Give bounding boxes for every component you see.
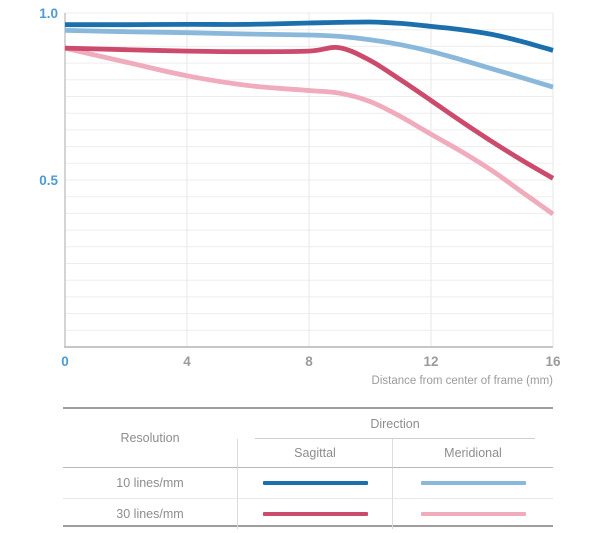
y-tick-label: 0.5: [39, 173, 58, 188]
x-axis-title: Distance from center of frame (mm): [372, 375, 554, 387]
legend-cell: [237, 468, 392, 499]
legend-swatch-10-meridional: [420, 481, 526, 485]
curve-meridional-10: [64, 28, 554, 90]
x-tick-label: 12: [423, 354, 438, 369]
legend-swatch-30-meridional: [420, 512, 526, 516]
x-tick-label: 0: [61, 354, 69, 369]
legend-table: Resolution Direction Sagittal Meridional…: [63, 407, 553, 529]
legend-cell: [237, 499, 392, 529]
direction-header: Direction: [255, 409, 535, 439]
curve-meridional-30: [64, 45, 555, 217]
legend-swatch-30-sagittal: [262, 512, 368, 516]
legend-cell: [392, 468, 553, 499]
sagittal-header: Sagittal: [237, 439, 392, 468]
row-label-10-lines: 10 lines/mm: [63, 468, 237, 499]
resolution-header: Resolution: [63, 409, 237, 468]
curve-sagittal-30: [64, 44, 555, 181]
curve-sagittal-10: [65, 19, 554, 53]
x-tick-label: 16: [545, 354, 561, 369]
legend-cell: [392, 499, 553, 529]
mtf-chart: 1.0 0.5 0 4 8 12 16 Distance from center of fra…: [39, 6, 561, 387]
row-label-30-lines: 30 lines/mm: [116, 507, 184, 521]
y-tick-label: 1.0: [39, 6, 58, 21]
x-tick-label: 4: [183, 354, 191, 369]
mtf-chart-svg: 1.0 0.5 0 4 8 12 16 Distance from center of fra…: [39, 6, 561, 387]
legend-swatch-10-sagittal: [262, 481, 368, 485]
meridional-header: Meridional: [392, 439, 553, 468]
x-tick-label: 8: [305, 354, 313, 369]
